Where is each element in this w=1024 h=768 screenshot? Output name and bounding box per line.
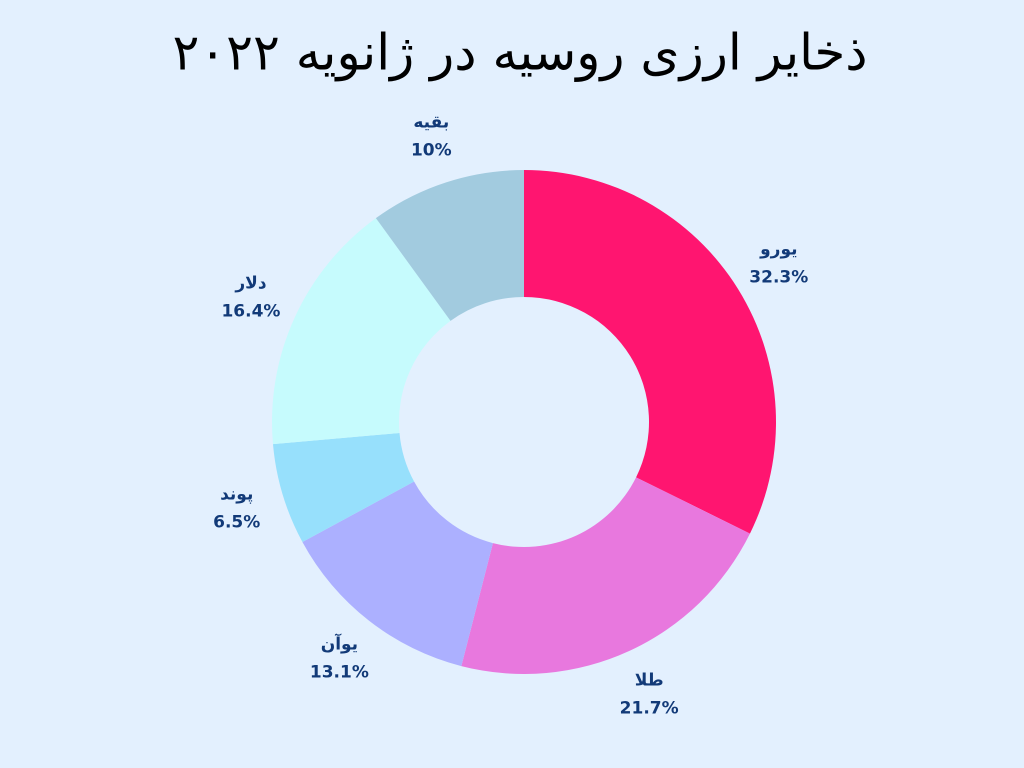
slice: [302, 481, 493, 667]
value-label: 32.3%: [749, 268, 808, 288]
slice-label: یورو: [759, 240, 797, 260]
slice-label: بقیه: [413, 113, 449, 133]
value-label: 16.4%: [221, 302, 280, 322]
value-label: 6.5%: [213, 512, 260, 532]
slice: [524, 170, 777, 534]
slice-label: دلار: [234, 274, 266, 294]
slice-label: یوآن: [321, 632, 358, 654]
slice-label: پوند: [220, 484, 253, 504]
slice: [461, 477, 750, 674]
slice: [272, 432, 415, 543]
chart-title: ذخایر ارزی روسیه در ژانویه ۲۰۲۲: [172, 24, 867, 83]
value-label: 10%: [411, 141, 452, 161]
slice-label: طلا: [635, 671, 664, 691]
slice: [375, 170, 524, 321]
value-label: 21.7%: [620, 699, 679, 719]
value-label: 13.1%: [310, 662, 369, 682]
slice: [272, 218, 451, 445]
